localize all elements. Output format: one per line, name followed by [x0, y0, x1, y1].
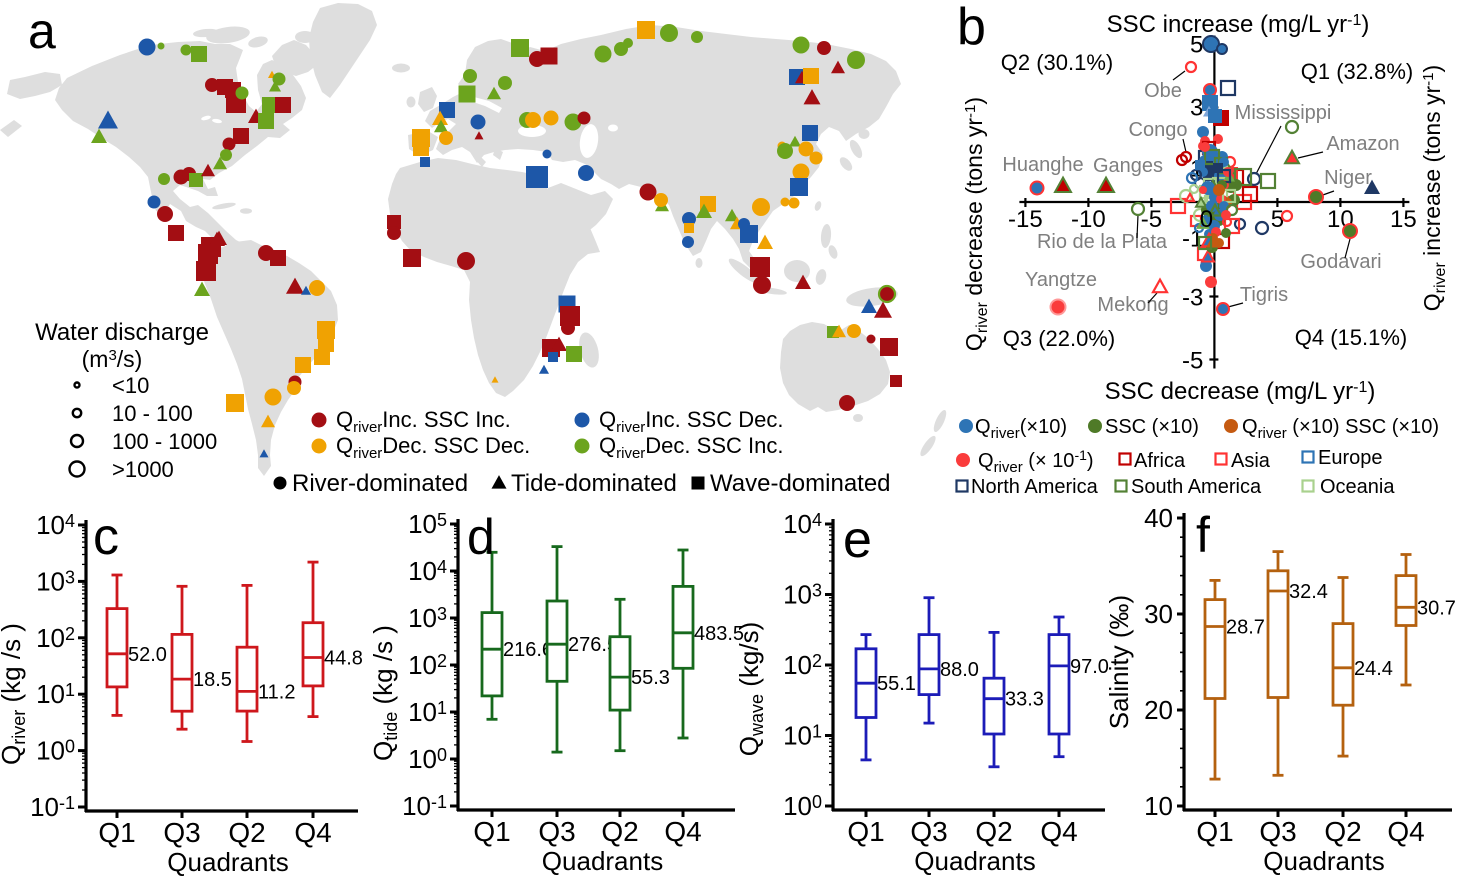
svg-text:Q3: Q3	[910, 816, 947, 847]
svg-text:a: a	[28, 3, 56, 59]
svg-text:11.2: 11.2	[258, 681, 295, 703]
svg-text:Godavari: Godavari	[1300, 251, 1381, 273]
svg-text:3: 3	[1190, 95, 1203, 122]
svg-text:d: d	[467, 509, 495, 565]
svg-text:Mississippi: Mississippi	[1235, 102, 1332, 124]
svg-text:Quadrants: Quadrants	[1263, 846, 1384, 876]
svg-text:30.7: 30.7	[1417, 597, 1456, 619]
svg-text:20: 20	[1144, 695, 1173, 725]
svg-text:Q3: Q3	[538, 816, 575, 847]
svg-text:5: 5	[1271, 206, 1284, 233]
svg-text:88.0: 88.0	[940, 659, 979, 681]
svg-text:Q2 (30.1%): Q2 (30.1%)	[1001, 50, 1114, 75]
svg-text:SSC decrease (mg/L yr-1​): SSC decrease (mg/L yr-1​)	[1105, 378, 1376, 405]
svg-text:SSC (×10): SSC (×10)	[1105, 416, 1199, 438]
svg-text:55.3: 55.3	[631, 667, 670, 689]
svg-text:Q4: Q4	[664, 816, 701, 847]
svg-text:Q2: Q2	[228, 817, 265, 848]
svg-text:-10: -10	[1071, 206, 1106, 233]
svg-text:Q1: Q1	[847, 816, 884, 847]
svg-text:Quadrants: Quadrants	[542, 846, 663, 876]
svg-text:<10: <10	[112, 373, 149, 398]
svg-text:Q2: Q2	[601, 816, 638, 847]
svg-text:Q1: Q1	[473, 816, 510, 847]
svg-text:18.5: 18.5	[193, 669, 232, 691]
svg-text:Mekong: Mekong	[1097, 294, 1168, 316]
svg-text:103​: 103​	[783, 580, 822, 610]
svg-text:103​: 103​	[36, 566, 75, 596]
svg-text:Quadrants: Quadrants	[914, 846, 1035, 876]
svg-text:Tigris: Tigris	[1240, 284, 1288, 306]
svg-text:Ganges: Ganges	[1093, 155, 1163, 177]
svg-text:Huanghe: Huanghe	[1002, 154, 1083, 176]
svg-text:Niger: Niger	[1324, 167, 1372, 189]
svg-text:Q4 (15.1%): Q4 (15.1%)	[1295, 325, 1408, 350]
svg-text:Congo: Congo	[1129, 119, 1188, 141]
svg-text:Q3 (22.0%): Q3 (22.0%)	[1003, 326, 1116, 351]
svg-text:33.3: 33.3	[1005, 689, 1044, 711]
svg-text:Q4: Q4	[1040, 816, 1077, 847]
svg-text:-5: -5	[1141, 206, 1162, 233]
svg-text:b: b	[957, 0, 986, 56]
svg-text:Amazon: Amazon	[1326, 133, 1399, 155]
svg-text:32.4: 32.4	[1289, 581, 1328, 603]
svg-text:Salinity (‰): Salinity (‰)	[1104, 595, 1134, 729]
svg-text:102​: 102​	[408, 650, 447, 680]
svg-text:e: e	[843, 511, 872, 569]
svg-text:South America: South America	[1131, 476, 1262, 498]
svg-text:276.5: 276.5	[568, 634, 618, 656]
svg-text:Q2: Q2	[975, 816, 1012, 847]
svg-text:44.8: 44.8	[324, 647, 363, 669]
svg-text:Q1: Q1	[1196, 816, 1233, 847]
svg-text:Africa: Africa	[1134, 450, 1186, 472]
svg-text:Water discharge: Water discharge	[35, 319, 209, 346]
svg-text:5: 5	[1190, 32, 1203, 59]
svg-text:100 - 1000: 100 - 1000	[112, 429, 217, 454]
svg-text:Oceania: Oceania	[1320, 476, 1395, 498]
svg-text:River-dominated: River-dominated	[292, 470, 468, 497]
svg-text:Q4: Q4	[294, 817, 331, 848]
svg-text:30: 30	[1144, 599, 1173, 629]
svg-text:10 - 100: 10 - 100	[112, 401, 193, 426]
svg-text:216.6: 216.6	[503, 639, 553, 661]
svg-text:SSC increase (mg/L yr-1​): SSC increase (mg/L yr-1​)	[1107, 11, 1370, 38]
svg-text:52.0: 52.0	[128, 644, 167, 666]
svg-text:Q1 (32.8%): Q1 (32.8%)	[1301, 59, 1414, 84]
svg-text:-5: -5	[1182, 348, 1203, 375]
svg-text:Tide-dominated: Tide-dominated	[511, 470, 677, 497]
svg-text:-3: -3	[1182, 285, 1203, 312]
svg-text:15: 15	[1390, 206, 1417, 233]
svg-text:Obe: Obe	[1144, 80, 1182, 102]
svg-text:f: f	[1196, 507, 1210, 563]
svg-text:Asia: Asia	[1231, 450, 1271, 472]
svg-text:10: 10	[1144, 791, 1173, 821]
svg-text:-15: -15	[1008, 206, 1043, 233]
svg-text:55.1: 55.1	[877, 673, 916, 695]
svg-text:North America: North America	[971, 476, 1099, 498]
svg-text:Q3: Q3	[1259, 816, 1296, 847]
svg-text:40: 40	[1144, 503, 1173, 533]
svg-text:Q3: Q3	[163, 817, 200, 848]
svg-text:Q4: Q4	[1387, 816, 1424, 847]
svg-text:Europe: Europe	[1318, 447, 1383, 469]
svg-text:Q1: Q1	[98, 817, 135, 848]
svg-text:>1000: >1000	[112, 457, 174, 482]
svg-text:28.7: 28.7	[1226, 616, 1265, 638]
svg-text:Q2: Q2	[1324, 816, 1361, 847]
svg-text:0: 0	[1200, 206, 1213, 233]
svg-text:Qriver​(×10): Qriver​(×10)	[975, 416, 1067, 442]
svg-text:Qwave​ (kg/s): Qwave​ (kg/s)	[734, 622, 767, 757]
svg-text:97.0: 97.0	[1070, 656, 1109, 678]
svg-text:Quadrants: Quadrants	[167, 847, 288, 877]
svg-text:24.4: 24.4	[1354, 658, 1393, 680]
svg-text:c: c	[93, 508, 119, 566]
svg-text:Rio de la Plata: Rio de la Plata	[1037, 231, 1168, 253]
svg-text:Yangtze: Yangtze	[1025, 269, 1097, 291]
svg-text:Wave-dominated: Wave-dominated	[710, 470, 891, 497]
svg-text:483.5: 483.5	[694, 623, 744, 645]
